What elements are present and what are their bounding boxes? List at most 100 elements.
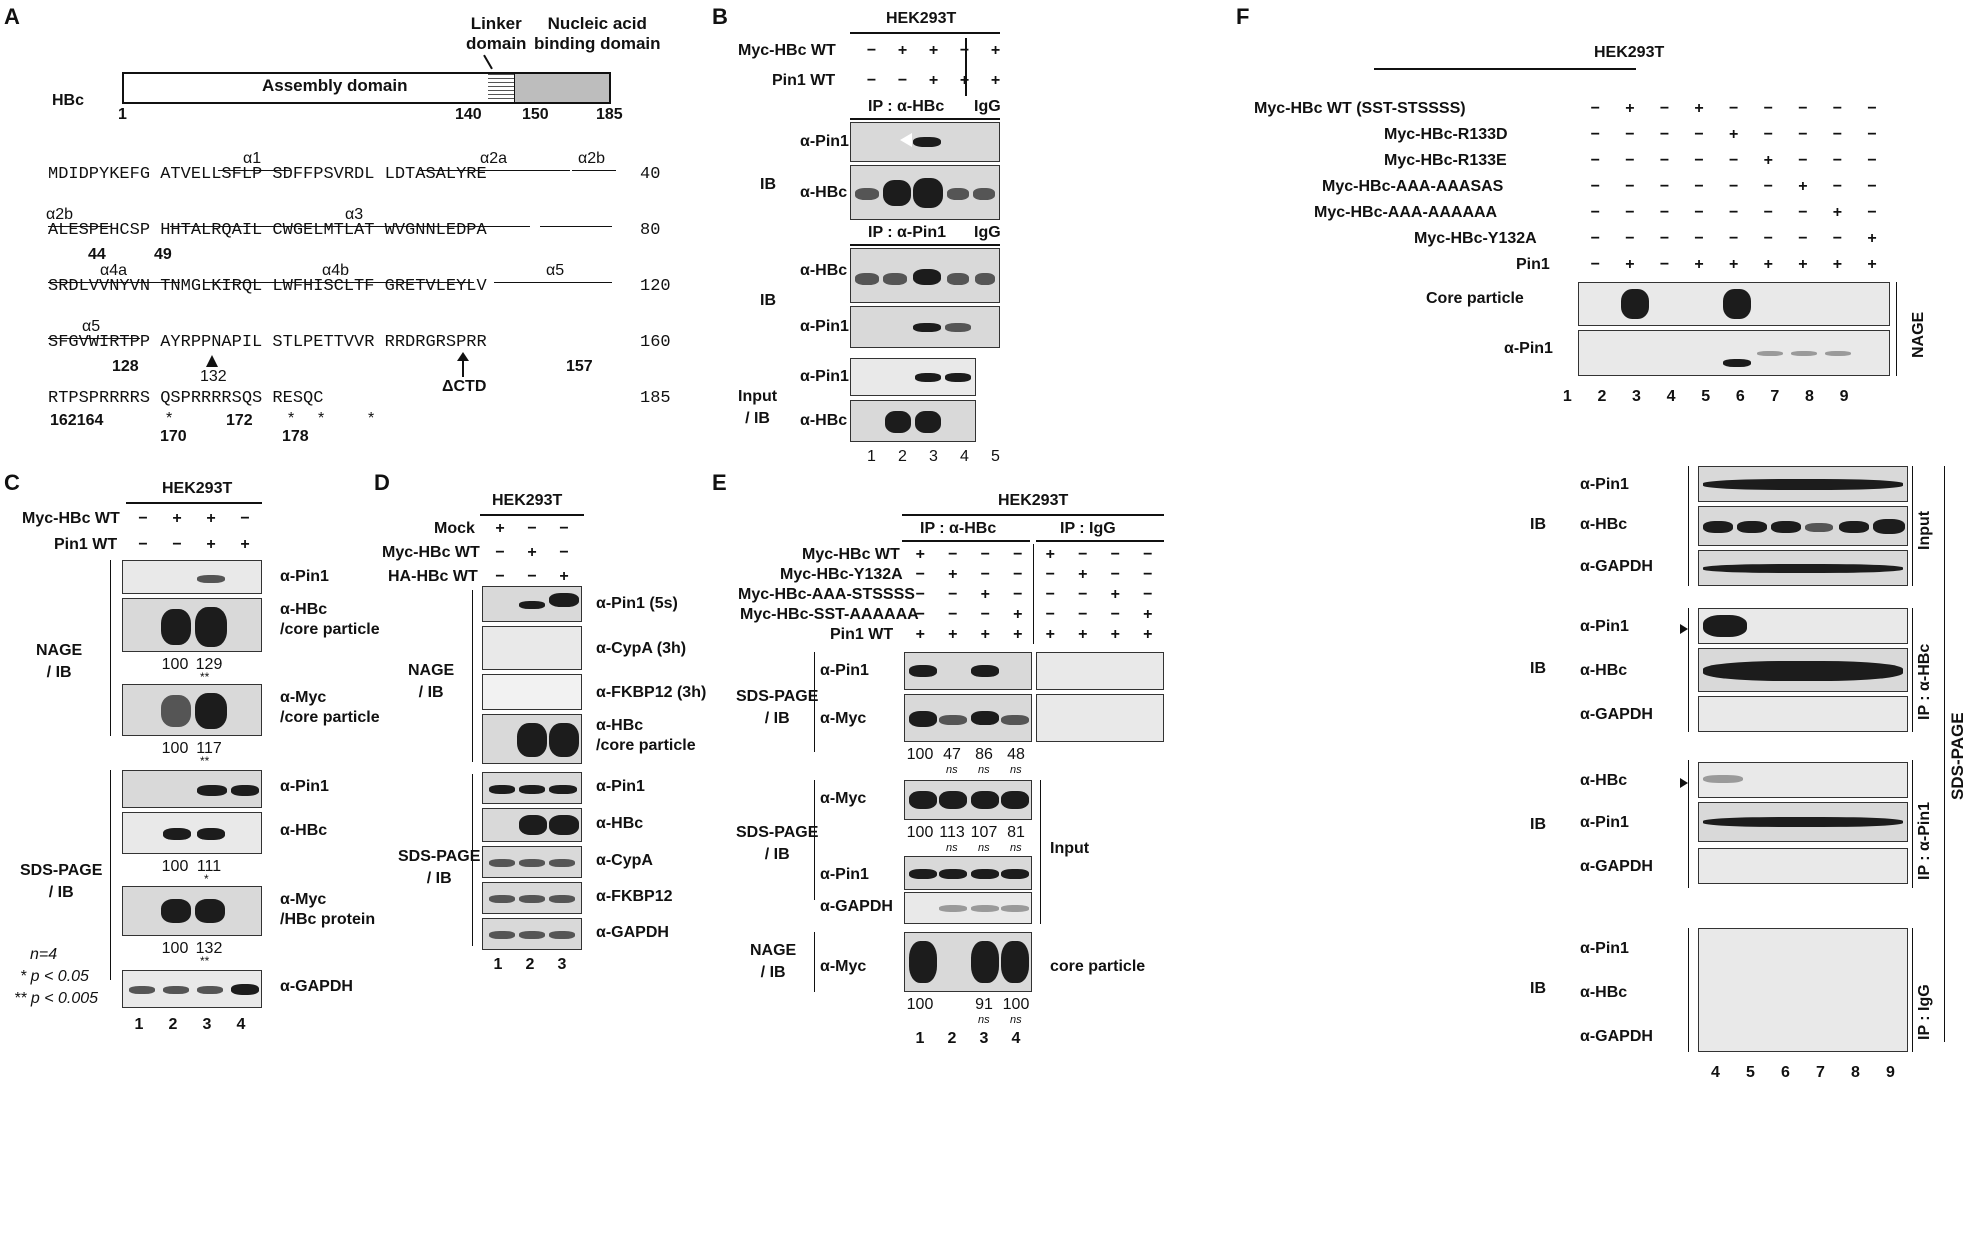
blot-f-iphbc-hbc	[1698, 648, 1908, 692]
sign-cell: +	[1110, 586, 1120, 603]
sign-cell: −	[1832, 152, 1843, 169]
sign-cell: −	[1694, 204, 1704, 221]
blot-label: α-CypA (3h)	[596, 640, 687, 657]
blot-label: α-Myc	[820, 790, 867, 807]
row-label: Pin1 WT	[830, 626, 894, 643]
sign-cell: −	[1659, 178, 1670, 195]
sign-cell: +	[1045, 626, 1055, 643]
group-tag: Input	[1916, 510, 1933, 550]
sign-cell: 9	[1886, 1064, 1895, 1081]
sign-cell: −	[1729, 204, 1739, 221]
sign-cell: −	[1110, 566, 1120, 583]
sign-cell: −	[1590, 100, 1600, 117]
seq-line: SFGVWIRTPP AYRPPNAPIL STLPETTVVR RRDRGRS…	[48, 333, 487, 352]
group-bracket	[472, 774, 473, 946]
sign-cell: 5	[1746, 1064, 1755, 1081]
sign-cell: +	[1078, 626, 1088, 643]
sign-cell: −	[1729, 178, 1739, 195]
panel-letter-b: B	[712, 4, 728, 29]
sign-cell: +	[1694, 256, 1704, 273]
sign-cell: 9	[1839, 388, 1849, 405]
sign-cell: +	[1763, 152, 1773, 169]
sign-cell: −	[1045, 586, 1055, 603]
cell-line-label: HEK293T	[162, 480, 233, 497]
sign-cell: −	[1590, 230, 1600, 247]
panel-letter-c: C	[4, 470, 20, 495]
input-bracket	[1040, 780, 1041, 924]
sign-cell: +	[948, 566, 958, 583]
blot-f-ippin1-pin1	[1698, 802, 1908, 842]
blot-label: α-GAPDH	[1580, 858, 1653, 875]
sign-row: − − − − − − + − −	[1578, 178, 1889, 196]
blot-f-input-pin1	[1698, 466, 1908, 502]
blot-f-core	[1578, 282, 1890, 326]
blot-label: α-Pin1 (5s)	[596, 595, 678, 612]
cell-line-label: HEK293T	[886, 10, 957, 27]
row-label: Pin1 WT	[772, 72, 836, 89]
linker-arrow	[483, 54, 493, 70]
blot-f-ipigg	[1698, 928, 1908, 1052]
sign-cell: +	[980, 586, 990, 603]
ns-mark: ns	[978, 1014, 990, 1026]
blot-label: α-Pin1	[1504, 340, 1553, 357]
sign-cell: 3	[1632, 388, 1641, 405]
sds-ib-label: SDS-PAGE / IB	[398, 848, 481, 887]
ip-label: IgG	[974, 98, 1001, 115]
sign-cell: −	[1694, 230, 1704, 247]
blot-c-gapdh	[122, 970, 262, 1008]
sign-cell: −	[1078, 606, 1088, 623]
sign-cell: −	[1143, 586, 1153, 603]
helix-arrow	[48, 338, 140, 339]
sign-cell: −	[1832, 100, 1843, 117]
sign-cell: +	[980, 626, 990, 643]
blot-label: α-CypA	[596, 852, 653, 869]
nage-ib-label: NAGE / IB	[36, 642, 83, 681]
sign-cell: −	[1659, 152, 1670, 169]
sign-cell: 6	[1735, 388, 1745, 405]
sign-cell: +	[1110, 626, 1120, 643]
seq-line: ALESPEHCSP HHTALRQAIL CWGELMTLAT WVGNNLE…	[48, 221, 487, 240]
sign-cell: −	[1625, 126, 1635, 143]
blot-label: α-Pin1	[800, 133, 849, 150]
row-label: Mock	[434, 520, 475, 537]
sign-cell: −	[915, 606, 925, 623]
sign-cell: 7	[1816, 1064, 1825, 1081]
blot-b-hbc2	[850, 248, 1000, 303]
sign-cell: 8	[1851, 1064, 1860, 1081]
sign-cell: −	[1110, 546, 1120, 563]
site-number: 128	[112, 358, 139, 375]
group-tag: IP : α-HBc	[1916, 643, 1933, 720]
sign-cell: 2	[1597, 388, 1607, 405]
blot-c-myc-sds	[122, 886, 262, 936]
ip-label: IP : α-Pin1	[868, 224, 946, 241]
row-label: Myc-HBc-AAA-STSSSS	[738, 586, 915, 603]
sign-cell: 6	[1781, 1064, 1790, 1081]
sign-cell: −	[948, 606, 958, 623]
sign-cell: −	[1659, 256, 1670, 273]
sign-cell: −	[1763, 230, 1773, 247]
sign-cell: +	[1143, 626, 1153, 643]
blot-label: α-FKBP12 (3h)	[596, 684, 707, 701]
sign-cell: −	[1798, 152, 1808, 169]
sign-cell: −	[1729, 152, 1739, 169]
asterisk: *	[318, 410, 325, 427]
sign-cell: +	[915, 626, 925, 643]
blot-label: α-Myc/core particle	[280, 689, 380, 726]
sign-cell: +	[1832, 204, 1843, 221]
blot-label: α-HBc	[1580, 772, 1628, 789]
sign-cell: −	[1659, 230, 1670, 247]
blot-b-input-hbc	[850, 400, 976, 442]
input-ib-label: Input / IB	[738, 388, 778, 427]
sign-cell: −	[1763, 126, 1773, 143]
sign-cell: −	[1694, 126, 1704, 143]
blot-c-hbc-core	[122, 598, 262, 652]
blot-label: α-GAPDH	[820, 898, 893, 915]
sign-cell: −	[1590, 204, 1600, 221]
quant-row: 100 113 107 81	[906, 824, 1025, 841]
stats-p1: * p < 0.05	[20, 968, 89, 985]
blot-d-hbc-core	[482, 714, 582, 764]
sign-cell: −	[1078, 586, 1088, 603]
cell-line-bar	[126, 502, 262, 504]
sign-cell: +	[1867, 256, 1877, 273]
sig-mark: **	[200, 954, 210, 968]
